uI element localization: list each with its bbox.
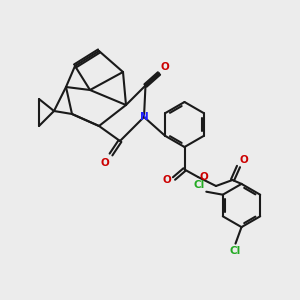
Text: N: N [140,112,148,122]
Text: Cl: Cl [194,180,205,190]
Text: O: O [200,172,208,182]
Text: O: O [163,175,172,185]
Text: O: O [101,158,110,167]
Text: O: O [240,155,249,165]
Text: Cl: Cl [230,246,241,256]
Text: O: O [160,62,169,72]
